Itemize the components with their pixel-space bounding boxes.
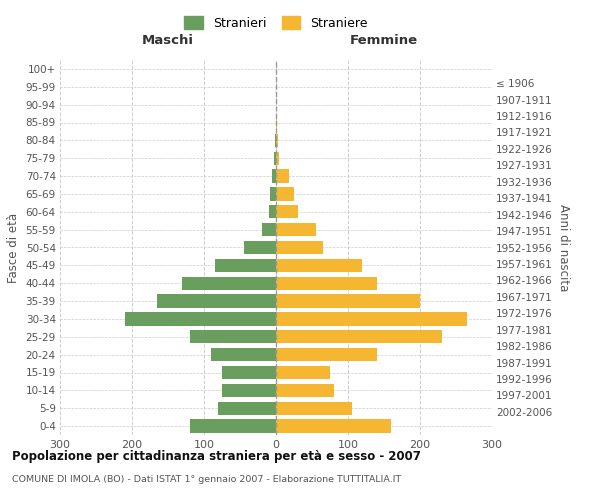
Bar — [125, 312, 276, 326]
Bar — [276, 294, 420, 308]
Bar — [274, 152, 276, 165]
Bar — [272, 170, 276, 183]
Bar — [190, 420, 276, 433]
Bar — [244, 241, 276, 254]
Bar — [276, 258, 362, 272]
Bar — [276, 312, 467, 326]
Bar — [276, 170, 289, 183]
Text: Maschi: Maschi — [142, 34, 194, 48]
Bar — [276, 134, 278, 147]
Bar — [275, 134, 276, 147]
Bar — [218, 402, 276, 415]
Text: COMUNE DI IMOLA (BO) - Dati ISTAT 1° gennaio 2007 - Elaborazione TUTTITALIA.IT: COMUNE DI IMOLA (BO) - Dati ISTAT 1° gen… — [12, 475, 401, 484]
Bar — [269, 205, 276, 218]
Bar — [157, 294, 276, 308]
Bar — [276, 366, 330, 379]
Text: Femmine: Femmine — [350, 34, 418, 48]
Bar — [276, 420, 391, 433]
Bar — [222, 366, 276, 379]
Bar — [276, 241, 323, 254]
Bar — [276, 402, 352, 415]
Bar — [276, 223, 316, 236]
Bar — [262, 223, 276, 236]
Bar — [270, 187, 276, 200]
Bar — [211, 348, 276, 362]
Bar — [276, 276, 377, 290]
Bar — [276, 152, 279, 165]
Bar — [276, 384, 334, 397]
Legend: Stranieri, Straniere: Stranieri, Straniere — [179, 11, 373, 35]
Bar — [276, 116, 277, 129]
Bar — [276, 187, 294, 200]
Y-axis label: Anni di nascita: Anni di nascita — [557, 204, 569, 291]
Bar — [190, 330, 276, 344]
Y-axis label: Fasce di età: Fasce di età — [7, 212, 20, 282]
Text: Popolazione per cittadinanza straniera per età e sesso - 2007: Popolazione per cittadinanza straniera p… — [12, 450, 421, 463]
Bar — [215, 258, 276, 272]
Bar — [276, 348, 377, 362]
Bar — [182, 276, 276, 290]
Bar — [222, 384, 276, 397]
Bar — [276, 205, 298, 218]
Bar — [276, 330, 442, 344]
